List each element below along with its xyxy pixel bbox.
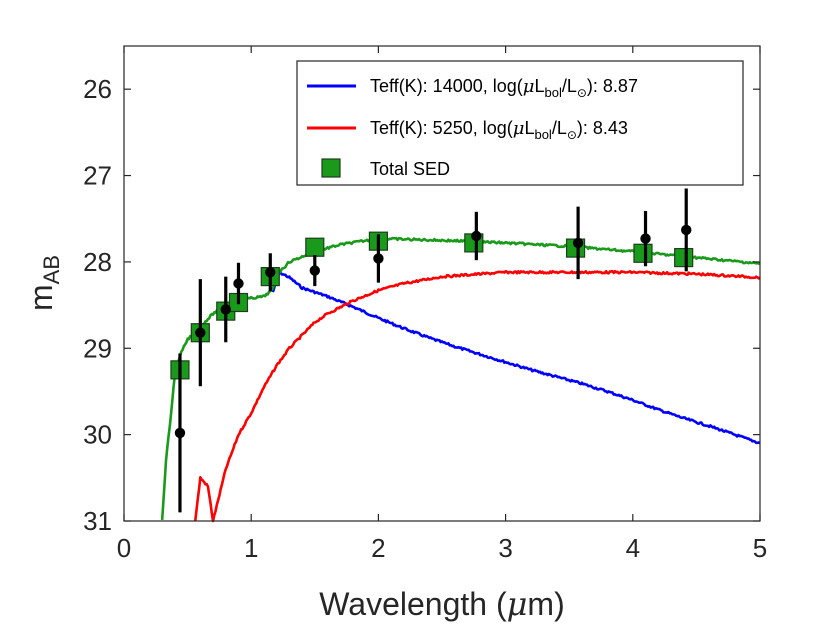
series-line-total [160, 236, 761, 521]
y-axis-title-subscript: AB [39, 255, 64, 284]
x-tick-label: 2 [371, 533, 385, 563]
tick-layer: 0 1 2 3 4 5 26 27 28 29 30 31 [83, 46, 767, 563]
total-sed-marker [305, 237, 325, 257]
marker-layer [170, 231, 694, 380]
x-tick-label: 4 [626, 533, 640, 563]
observation-point [640, 233, 651, 244]
observation-point [373, 253, 384, 264]
legend-label-hot: Teff(K): 14000, log(μLbol/L⊙): 8.87 [370, 76, 638, 100]
legend-marker-total [321, 158, 341, 178]
x-axis-title-mu: μ [507, 585, 528, 623]
x-tick-label: 1 [244, 533, 258, 563]
x-axis-title: Wavelength (μm) [319, 585, 564, 623]
observation-point [233, 278, 244, 289]
observation-layer [174, 188, 692, 513]
series-line-hot [271, 270, 761, 445]
observation-point [195, 327, 206, 338]
legend: Teff(K): 14000, log(μLbol/L⊙): 8.87 Teff… [296, 60, 744, 186]
observation-point [265, 267, 276, 278]
y-tick-label: 30 [83, 420, 112, 450]
plot-frame [123, 45, 761, 522]
observation-point [471, 230, 482, 242]
x-tick-label: 0 [117, 533, 131, 563]
observation-point [572, 237, 584, 249]
series-line-cool [193, 269, 761, 523]
y-axis-title: mAB [23, 255, 64, 311]
legend-label-cool: Teff(K): 5250, log(μLbol/L⊙): 8.43 [370, 118, 628, 142]
y-tick-label: 29 [83, 333, 112, 363]
observation-point [309, 265, 320, 276]
x-tick-label: 5 [753, 533, 767, 563]
series-layer [160, 236, 761, 523]
x-tick-label: 3 [498, 533, 512, 563]
legend-box [296, 60, 744, 186]
legend-label-total: Total SED [370, 159, 450, 179]
y-tick-label: 28 [83, 247, 112, 277]
y-tick-label: 27 [83, 161, 112, 191]
y-tick-label: 31 [83, 506, 112, 536]
observation-point [174, 427, 186, 439]
total-sed-marker [633, 243, 653, 263]
observation-point [220, 304, 231, 315]
observation-point [681, 224, 692, 236]
y-tick-label: 26 [83, 74, 112, 104]
total-sed-marker [674, 247, 694, 268]
